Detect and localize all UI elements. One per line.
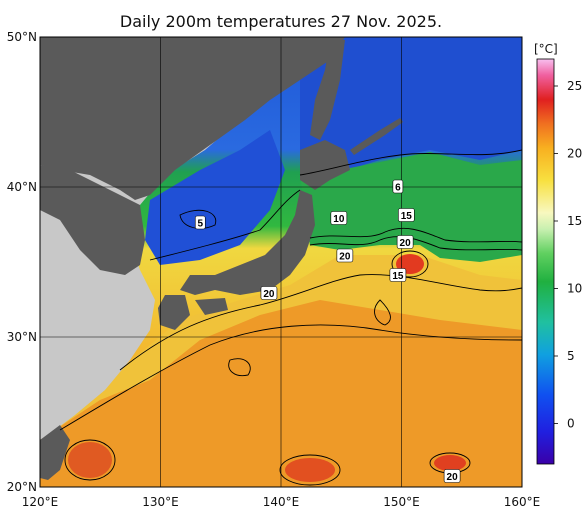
- colorbar: [°C] 0 5 10 15 20 25: [534, 42, 582, 465]
- contour-label: 20: [260, 286, 278, 300]
- colorbar-ticks: 0 5 10 15 20 25: [554, 79, 582, 431]
- contour-label: 20: [443, 469, 461, 483]
- lat-tick-label: 50°N: [7, 30, 37, 44]
- lat-tick-label: 20°N: [7, 480, 37, 494]
- colorbar-tick-label: 0: [567, 417, 575, 431]
- svg-text:20: 20: [339, 252, 351, 263]
- contour-label: 5: [194, 215, 206, 230]
- transition-water: [300, 152, 522, 262]
- svg-text:15: 15: [401, 211, 413, 222]
- colorbar-gradient: [536, 58, 555, 465]
- colorbar-tick-label: 10: [567, 282, 582, 296]
- lon-tick-label: 140°E: [263, 495, 300, 509]
- svg-text:6: 6: [395, 183, 401, 194]
- russia-land: [40, 37, 345, 200]
- svg-text:15: 15: [392, 271, 404, 282]
- sakhalin-land: [310, 40, 345, 140]
- warm-eddy: [285, 458, 335, 482]
- contour-label: 20: [336, 248, 354, 263]
- svg-text:20: 20: [447, 472, 459, 483]
- svg-text:10: 10: [333, 214, 345, 225]
- colorbar-tick-label: 15: [567, 214, 582, 228]
- contour-label: 6: [392, 179, 404, 194]
- svg-text:20: 20: [263, 289, 275, 300]
- svg-text:20: 20: [400, 238, 412, 249]
- lon-tick-label: 160°E: [504, 495, 541, 509]
- warm-eddy: [434, 455, 466, 471]
- isotherm-contours: [59, 149, 522, 486]
- hokkaido-land: [300, 140, 350, 190]
- warm-eddy: [68, 442, 112, 478]
- svg-text:5: 5: [197, 219, 203, 230]
- cold-water-region: [300, 37, 522, 175]
- contour-label: 15: [398, 208, 415, 222]
- lon-tick-label: 150°E: [383, 495, 420, 509]
- lon-tick-label: 120°E: [22, 495, 59, 509]
- taiwan-land: [40, 425, 70, 480]
- kyushu-land: [158, 295, 190, 330]
- sea-of-japan-water: [145, 130, 285, 265]
- map-title: Daily 200m temperatures 27 Nov. 2025.: [119, 12, 443, 31]
- colorbar-tick-label: 20: [567, 147, 582, 161]
- contour-label: 15: [389, 268, 407, 282]
- colorbar-tick-label: 25: [567, 79, 582, 93]
- korea-land: [40, 165, 145, 275]
- longitude-axis: 120°E 130°E 140°E 150°E 160°E: [22, 495, 541, 509]
- lat-tick-label: 40°N: [7, 180, 37, 194]
- map-frame: [39, 36, 523, 488]
- lon-tick-label: 130°E: [142, 495, 179, 509]
- contour-value-labels: 5 6 10 15 20 20 15 20 20: [194, 179, 461, 483]
- colorbar-unit-label: [°C]: [534, 42, 558, 56]
- lat-tick-label: 30°N: [7, 330, 37, 344]
- colorbar-tick-label: 5: [567, 349, 575, 363]
- latitude-axis: 20°N 30°N 40°N 50°N: [7, 30, 37, 494]
- contour-label: 20: [396, 235, 414, 249]
- kuril-islands: [350, 118, 403, 155]
- shikoku-land: [195, 298, 228, 315]
- contour-label: 10: [330, 211, 348, 225]
